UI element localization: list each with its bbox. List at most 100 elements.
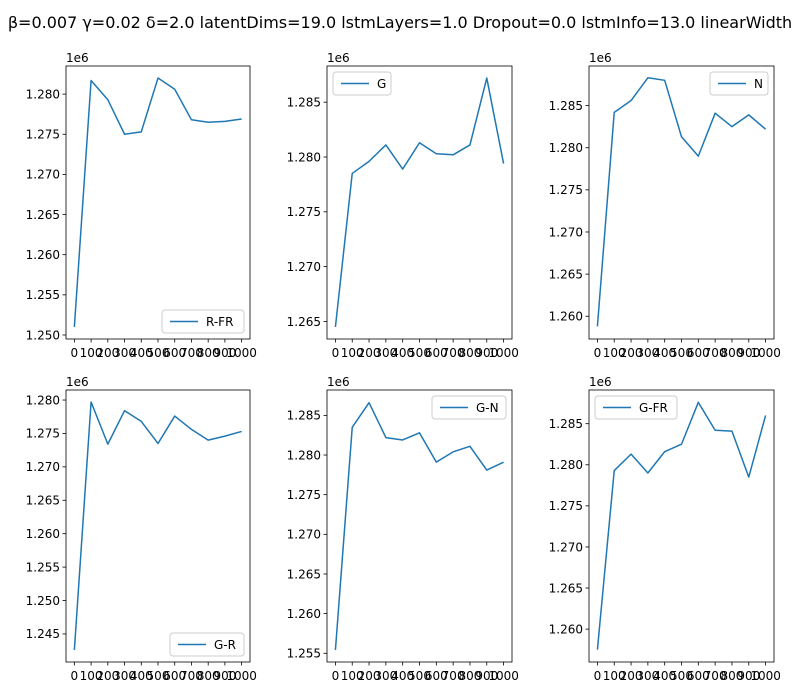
x-tick-label: 800: [197, 346, 220, 360]
legend-label: G-FR: [639, 401, 668, 415]
legend: G-R: [169, 632, 245, 657]
y-tick-label: 1.280: [287, 150, 321, 164]
x-tick-label: 100: [603, 346, 626, 360]
x-tick-label: 200: [358, 346, 381, 360]
x-tick-label: 1000: [226, 669, 257, 683]
x-tick-label: 300: [374, 346, 397, 360]
x-tick-label: 900: [213, 669, 236, 683]
x-tick-label: 1000: [750, 669, 781, 683]
x-tick-label: 0: [71, 346, 79, 360]
x-tick-label: 0: [594, 346, 602, 360]
x-tick-label: 0: [332, 669, 340, 683]
series-line-g-r: [73, 401, 242, 651]
x-tick-label: 600: [425, 346, 448, 360]
x-tick-label: 100: [603, 669, 626, 683]
y-tick-label: 1.260: [287, 607, 321, 621]
x-tick-label: 900: [475, 669, 498, 683]
x-tick-label: 0: [594, 669, 602, 683]
x-tick-label: 800: [721, 669, 744, 683]
y-tick-label: 1.280: [287, 448, 321, 462]
y-tick-label: 1.250: [26, 594, 60, 608]
series-line-g-fr: [596, 401, 767, 650]
x-tick-label: 400: [130, 669, 153, 683]
y-offset-label: 1e6: [66, 51, 89, 65]
x-tick-label: 500: [408, 669, 431, 683]
y-tick-label: 1.275: [26, 427, 60, 441]
x-tick-label: 700: [180, 346, 203, 360]
legend: G-N: [431, 395, 507, 420]
y-tick-label: 1.255: [287, 647, 321, 661]
y-offset-label: 1e6: [589, 375, 612, 389]
x-tick-label: 700: [442, 669, 465, 683]
legend-label: G: [377, 77, 386, 91]
y-tick-label: 1.265: [26, 494, 60, 508]
x-tick-label: 300: [636, 346, 659, 360]
x-tick-label: 1000: [750, 346, 781, 360]
y-tick-label: 1.250: [26, 328, 60, 342]
y-tick-label: 1.280: [26, 87, 60, 101]
x-tick-label: 700: [442, 346, 465, 360]
y-tick-label: 1.245: [26, 627, 60, 641]
y-tick-label: 1.255: [26, 560, 60, 574]
x-tick-label: 800: [459, 669, 482, 683]
x-tick-label: 400: [391, 669, 414, 683]
x-tick-label: 800: [459, 346, 482, 360]
y-offset-label: 1e6: [589, 51, 612, 65]
x-tick-label: 900: [475, 346, 498, 360]
y-tick-label: 1.265: [549, 267, 583, 281]
legend: G: [332, 71, 392, 96]
x-tick-label: 500: [670, 669, 693, 683]
x-tick-label: 300: [113, 346, 136, 360]
legend-label: R-FR: [206, 315, 233, 329]
x-tick-label: 600: [163, 346, 186, 360]
x-tick-label: 300: [636, 669, 659, 683]
legend-label: G-R: [214, 638, 236, 652]
y-tick-label: 1.260: [26, 527, 60, 541]
series-line-r-fr: [73, 77, 242, 328]
x-tick-label: 100: [80, 346, 103, 360]
y-tick-label: 1.280: [26, 393, 60, 407]
subplot-grid: 0 10020030040050060070080090010001.2501.2…: [26, 51, 781, 683]
x-tick-label: 500: [408, 346, 431, 360]
y-tick-label: 1.255: [26, 288, 60, 302]
x-tick-label: 500: [147, 669, 170, 683]
y-tick-label: 1.285: [287, 95, 321, 109]
x-tick-label: 1000: [226, 346, 257, 360]
x-tick-label: 800: [721, 346, 744, 360]
x-tick-label: 900: [737, 669, 760, 683]
x-tick-label: 100: [80, 669, 103, 683]
y-offset-label: 1e6: [327, 51, 350, 65]
y-tick-label: 1.260: [26, 248, 60, 262]
x-tick-label: 1000: [488, 669, 519, 683]
x-tick-label: 400: [653, 346, 676, 360]
x-tick-label: 700: [704, 669, 727, 683]
x-tick-label: 500: [147, 346, 170, 360]
y-tick-label: 1.265: [287, 315, 321, 329]
y-tick-label: 1.270: [287, 528, 321, 542]
y-tick-label: 1.275: [549, 499, 583, 513]
legend-box: [169, 632, 245, 657]
series-line-g-n: [334, 401, 504, 651]
x-tick-label: 600: [425, 669, 448, 683]
y-tick-label: 1.275: [549, 183, 583, 197]
x-tick-label: 100: [341, 346, 364, 360]
x-tick-label: 400: [653, 669, 676, 683]
y-tick-label: 1.260: [549, 310, 583, 324]
y-tick-label: 1.265: [549, 581, 583, 595]
x-tick-label: 400: [130, 346, 153, 360]
legend-label: G-N: [476, 401, 499, 415]
y-tick-label: 1.275: [287, 205, 321, 219]
x-tick-label: 900: [213, 346, 236, 360]
x-tick-label: 100: [341, 669, 364, 683]
y-tick-label: 1.285: [287, 409, 321, 423]
x-tick-label: 600: [687, 346, 710, 360]
x-tick-label: 500: [670, 346, 693, 360]
y-tick-label: 1.270: [549, 225, 583, 239]
y-tick-label: 1.280: [549, 458, 583, 472]
